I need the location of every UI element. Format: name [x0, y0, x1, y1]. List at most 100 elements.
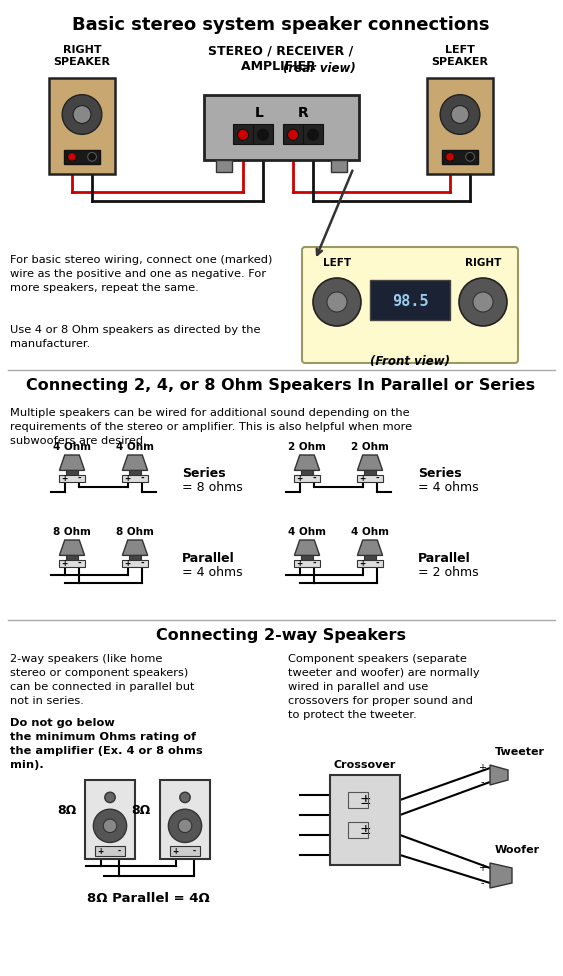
- Circle shape: [257, 129, 269, 141]
- Text: STEREO / RECEIVER /
AMPLIFIER: STEREO / RECEIVER / AMPLIFIER: [208, 45, 354, 73]
- Text: +: +: [360, 474, 366, 483]
- Text: Parallel: Parallel: [182, 552, 235, 565]
- Bar: [301, 470, 313, 474]
- Bar: [370, 280, 450, 320]
- Bar: [427, 78, 493, 174]
- Circle shape: [459, 278, 507, 326]
- Text: -: -: [118, 846, 120, 856]
- Bar: [348, 822, 368, 838]
- Circle shape: [68, 152, 77, 161]
- Bar: [59, 559, 85, 567]
- Text: -: -: [376, 559, 379, 568]
- Text: +: +: [360, 559, 366, 568]
- Bar: [442, 150, 478, 164]
- Text: -: -: [77, 474, 81, 483]
- Bar: [294, 474, 320, 482]
- Polygon shape: [122, 540, 148, 555]
- Circle shape: [288, 129, 298, 141]
- Text: 8 Ohm: 8 Ohm: [53, 527, 91, 537]
- Text: Multiple speakers can be wired for additional sound depending on the: Multiple speakers can be wired for addit…: [10, 408, 410, 418]
- Text: +: +: [125, 559, 131, 568]
- Text: = 4 ohms: = 4 ohms: [418, 481, 479, 494]
- Bar: [330, 160, 346, 172]
- Text: +: +: [62, 474, 68, 483]
- Bar: [95, 846, 126, 856]
- Text: RIGHT: RIGHT: [465, 258, 501, 268]
- Text: -: -: [312, 559, 316, 568]
- Circle shape: [313, 278, 361, 326]
- Text: Basic stereo system speaker connections: Basic stereo system speaker connections: [72, 16, 490, 34]
- Bar: [86, 780, 135, 859]
- Text: For basic stereo wiring, connect one (marked)
wire as the positive and one as ne: For basic stereo wiring, connect one (ma…: [10, 255, 272, 293]
- Text: Connecting 2, 4, or 8 Ohm Speakers In Parallel or Series: Connecting 2, 4, or 8 Ohm Speakers In Pa…: [26, 378, 535, 393]
- Text: Crossover: Crossover: [334, 760, 396, 770]
- Text: LEFT
SPEAKER: LEFT SPEAKER: [431, 45, 489, 66]
- Circle shape: [466, 152, 475, 161]
- Text: 98.5: 98.5: [392, 295, 428, 309]
- Text: ±: ±: [359, 793, 371, 807]
- Text: -: -: [77, 559, 81, 568]
- Text: RIGHT
SPEAKER: RIGHT SPEAKER: [53, 45, 110, 66]
- Circle shape: [88, 152, 96, 161]
- Text: (rear view): (rear view): [283, 62, 356, 75]
- Circle shape: [178, 819, 192, 833]
- Bar: [301, 555, 313, 559]
- Circle shape: [62, 95, 102, 135]
- Text: Series: Series: [182, 467, 226, 480]
- Text: +: +: [478, 763, 486, 773]
- Bar: [233, 124, 253, 143]
- Polygon shape: [490, 863, 512, 888]
- Text: -: -: [312, 474, 316, 483]
- Text: LEFT: LEFT: [323, 258, 351, 268]
- Text: 4 Ohm: 4 Ohm: [351, 527, 389, 537]
- Text: -: -: [193, 846, 196, 856]
- Text: (Front view): (Front view): [370, 355, 450, 368]
- Bar: [129, 555, 141, 559]
- Text: 8Ω Parallel = 4Ω: 8Ω Parallel = 4Ω: [87, 892, 209, 905]
- Polygon shape: [490, 765, 508, 785]
- Text: = 2 ohms: = 2 ohms: [418, 566, 479, 579]
- Bar: [283, 124, 303, 143]
- Circle shape: [238, 129, 248, 141]
- Text: +: +: [98, 846, 104, 856]
- Bar: [203, 95, 359, 160]
- Text: Component speakers (separate
tweeter and woofer) are normally
wired in parallel : Component speakers (separate tweeter and…: [288, 654, 480, 720]
- Text: 2 Ohm: 2 Ohm: [288, 442, 326, 452]
- Circle shape: [440, 95, 480, 135]
- Polygon shape: [294, 455, 320, 470]
- Text: = 8 ohms: = 8 ohms: [182, 481, 243, 494]
- Bar: [330, 775, 400, 865]
- Polygon shape: [60, 455, 84, 470]
- Bar: [64, 150, 100, 164]
- Bar: [66, 470, 78, 474]
- Text: = 4 ohms: = 4 ohms: [182, 566, 243, 579]
- Text: Parallel: Parallel: [418, 552, 471, 565]
- Text: 2 Ohm: 2 Ohm: [351, 442, 389, 452]
- Text: ±: ±: [359, 823, 371, 837]
- Bar: [303, 124, 323, 143]
- Bar: [59, 474, 85, 482]
- Bar: [50, 78, 114, 174]
- Text: -: -: [140, 474, 144, 483]
- Text: Use 4 or 8 Ohm speakers as directed by the
manufacturer.: Use 4 or 8 Ohm speakers as directed by t…: [10, 325, 261, 349]
- Circle shape: [451, 105, 469, 123]
- Bar: [357, 559, 383, 567]
- Text: Tweeter: Tweeter: [495, 747, 545, 757]
- Polygon shape: [294, 540, 320, 555]
- Text: +: +: [478, 863, 486, 873]
- Text: 8Ω: 8Ω: [57, 803, 76, 817]
- Polygon shape: [122, 455, 148, 470]
- Text: +: +: [125, 474, 131, 483]
- Bar: [364, 470, 376, 474]
- Bar: [364, 555, 376, 559]
- Bar: [160, 780, 209, 859]
- Text: 4 Ohm: 4 Ohm: [116, 442, 154, 452]
- Text: 4 Ohm: 4 Ohm: [288, 527, 326, 537]
- Text: -: -: [480, 777, 484, 787]
- Bar: [216, 160, 231, 172]
- Text: Connecting 2-way Speakers: Connecting 2-way Speakers: [156, 628, 406, 643]
- Text: -: -: [480, 878, 484, 888]
- Bar: [294, 559, 320, 567]
- Text: R: R: [298, 106, 309, 120]
- Polygon shape: [60, 540, 84, 555]
